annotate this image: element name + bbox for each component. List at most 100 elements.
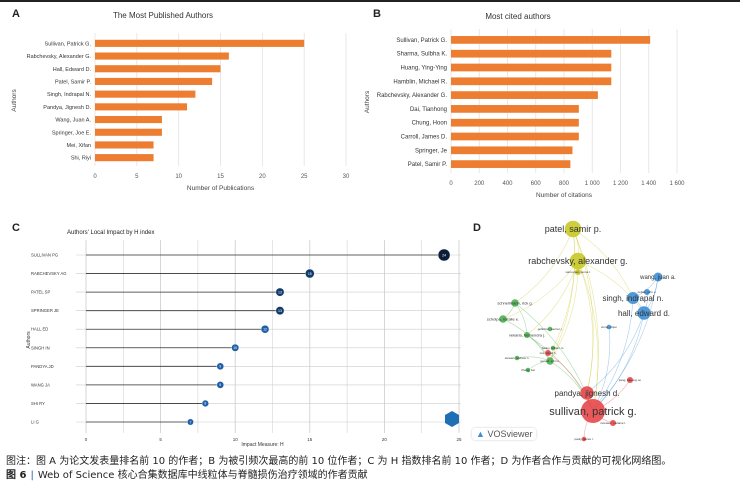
network-node-label: sullivan, patrick g. xyxy=(549,406,636,418)
point-value-label: 8 xyxy=(204,402,206,406)
bar xyxy=(95,52,229,60)
chart-title: Most cited authors xyxy=(485,12,550,21)
bar xyxy=(95,154,154,162)
point-value-label: 15 xyxy=(308,272,312,276)
network-node xyxy=(564,220,582,238)
x-tick-label: 15 xyxy=(307,437,313,442)
lollipop-point xyxy=(275,287,285,297)
network-node xyxy=(499,315,507,323)
y-axis-label: Authors xyxy=(26,331,32,349)
chart-title: The Most Published Authors xyxy=(113,11,213,20)
network-node-label: xiong, yiqun xyxy=(601,325,617,329)
network-edge xyxy=(514,228,574,304)
x-tick-label: 0 xyxy=(85,437,88,442)
x-tick-label: 0 xyxy=(93,174,97,180)
bar xyxy=(95,39,305,47)
network-edge xyxy=(502,318,551,362)
network-node-label: singh, indrapal n. xyxy=(603,294,664,303)
chart-most-cited-authors: Most cited authors 0 200 400 600 800 1 000 1 20… xyxy=(364,12,685,199)
y-tick-label: Mei, Xifan xyxy=(67,143,91,149)
y-tick-label: Rabchevsky, Alexander G. xyxy=(377,93,448,99)
network-node-label: bailey, william m. xyxy=(542,346,565,350)
lollipop-point xyxy=(216,362,224,371)
y-tick-label: SINGH IN xyxy=(31,345,50,350)
network-node xyxy=(575,269,581,275)
network-edge xyxy=(552,228,575,349)
x-tick-label: 20 xyxy=(259,174,266,180)
y-tick-label: Sullivan, Patrick G. xyxy=(45,41,92,47)
network-node-label: jiang, baeung oo xyxy=(618,378,642,382)
bar xyxy=(95,128,162,136)
y-tick-label: Patel, Samir P. xyxy=(55,79,91,85)
network-node-label: schnellmann, rick g. xyxy=(497,300,532,305)
figure-number: 图 6 xyxy=(6,470,27,481)
network-node xyxy=(546,357,554,365)
x-tick-label: 800 xyxy=(559,181,570,187)
network-node-label: vekaria, hemendra j. xyxy=(509,332,545,337)
network-edge xyxy=(502,260,579,320)
figure-note: 图注：图 A 为论文发表量排名前 10 的作者；B 为被引频次最高的前 10 位… xyxy=(6,456,672,467)
point-value-label: 24 xyxy=(442,253,446,257)
bar xyxy=(451,49,612,58)
y-tick-label: Wang, Juan A. xyxy=(55,118,91,124)
network-node xyxy=(653,272,663,282)
x-tick-label: 600 xyxy=(531,181,542,187)
network-node xyxy=(569,252,587,270)
panel-label-d: D xyxy=(473,222,481,234)
network-node-label: zhang, bei xyxy=(521,368,535,372)
network-node-label: stewart, andrew n. xyxy=(505,356,530,360)
lollipop-point xyxy=(275,306,285,316)
x-tick-label: 25 xyxy=(456,437,462,442)
bar xyxy=(451,146,573,155)
network-edge xyxy=(577,260,599,412)
network-edge xyxy=(586,312,645,394)
point-value-label: 13 xyxy=(278,290,282,294)
x-tick-label: 10 xyxy=(233,437,239,442)
y-tick-label: Hall, Edward D. xyxy=(53,67,92,73)
top-rule xyxy=(0,0,740,2)
vosviewer-logo-icon: ▲ xyxy=(476,429,485,439)
network-edge xyxy=(572,228,594,394)
y-tick-label: Hamblin, Michael R. xyxy=(393,79,447,85)
chart-h-index-impact: Authors' Local Impact by H index 0 5 10 15 20… xyxy=(26,230,462,448)
bibliometrix-logo-icon xyxy=(445,411,459,427)
x-tick-label: 1 400 xyxy=(641,181,657,187)
network-node-label: wang, juan a. xyxy=(639,275,676,281)
y-tick-label: Huang, Ying-Ying xyxy=(401,66,447,72)
network-node xyxy=(581,399,605,423)
lollipop-point xyxy=(437,248,451,262)
x-tick-label: 200 xyxy=(474,181,485,187)
point-value-label: 9 xyxy=(219,365,221,369)
bar xyxy=(451,105,579,113)
network-node xyxy=(511,299,519,307)
y-tick-label: PATEL SP xyxy=(31,290,50,295)
network-node xyxy=(525,367,531,373)
network-node-label: cebak, john e. xyxy=(638,290,657,294)
x-tick-label: 5 xyxy=(135,174,139,180)
network-edge xyxy=(549,228,575,362)
x-axis-label: Impact Measure: H xyxy=(241,442,284,448)
y-tick-label: Sharma, Sulbha K. xyxy=(397,52,448,58)
lollipop-point xyxy=(305,268,315,279)
bar xyxy=(95,103,188,111)
caption-separator: | xyxy=(30,470,34,481)
lollipop-point xyxy=(260,325,270,334)
network-node-label: hall, edward d. xyxy=(618,309,670,318)
bar xyxy=(95,115,162,124)
network-edge xyxy=(572,228,634,299)
y-axis-label: Authors xyxy=(364,90,371,113)
network-node-label: gensel, john c. xyxy=(540,359,560,363)
bar xyxy=(95,77,213,86)
network-edge xyxy=(572,228,599,412)
network-node-label: pauly, james r. xyxy=(574,437,593,441)
lollipop-point xyxy=(187,418,194,426)
network-node xyxy=(581,436,587,442)
bar xyxy=(451,63,612,72)
y-tick-label: HALL ED xyxy=(31,327,48,332)
point-value-label: 7 xyxy=(189,420,191,424)
y-tick-label: Springer, Je xyxy=(415,148,448,154)
vosviewer-badge: ▲ VOSviewer xyxy=(472,428,537,440)
network-node xyxy=(550,345,556,351)
bar xyxy=(451,132,579,141)
network-node xyxy=(627,377,633,383)
